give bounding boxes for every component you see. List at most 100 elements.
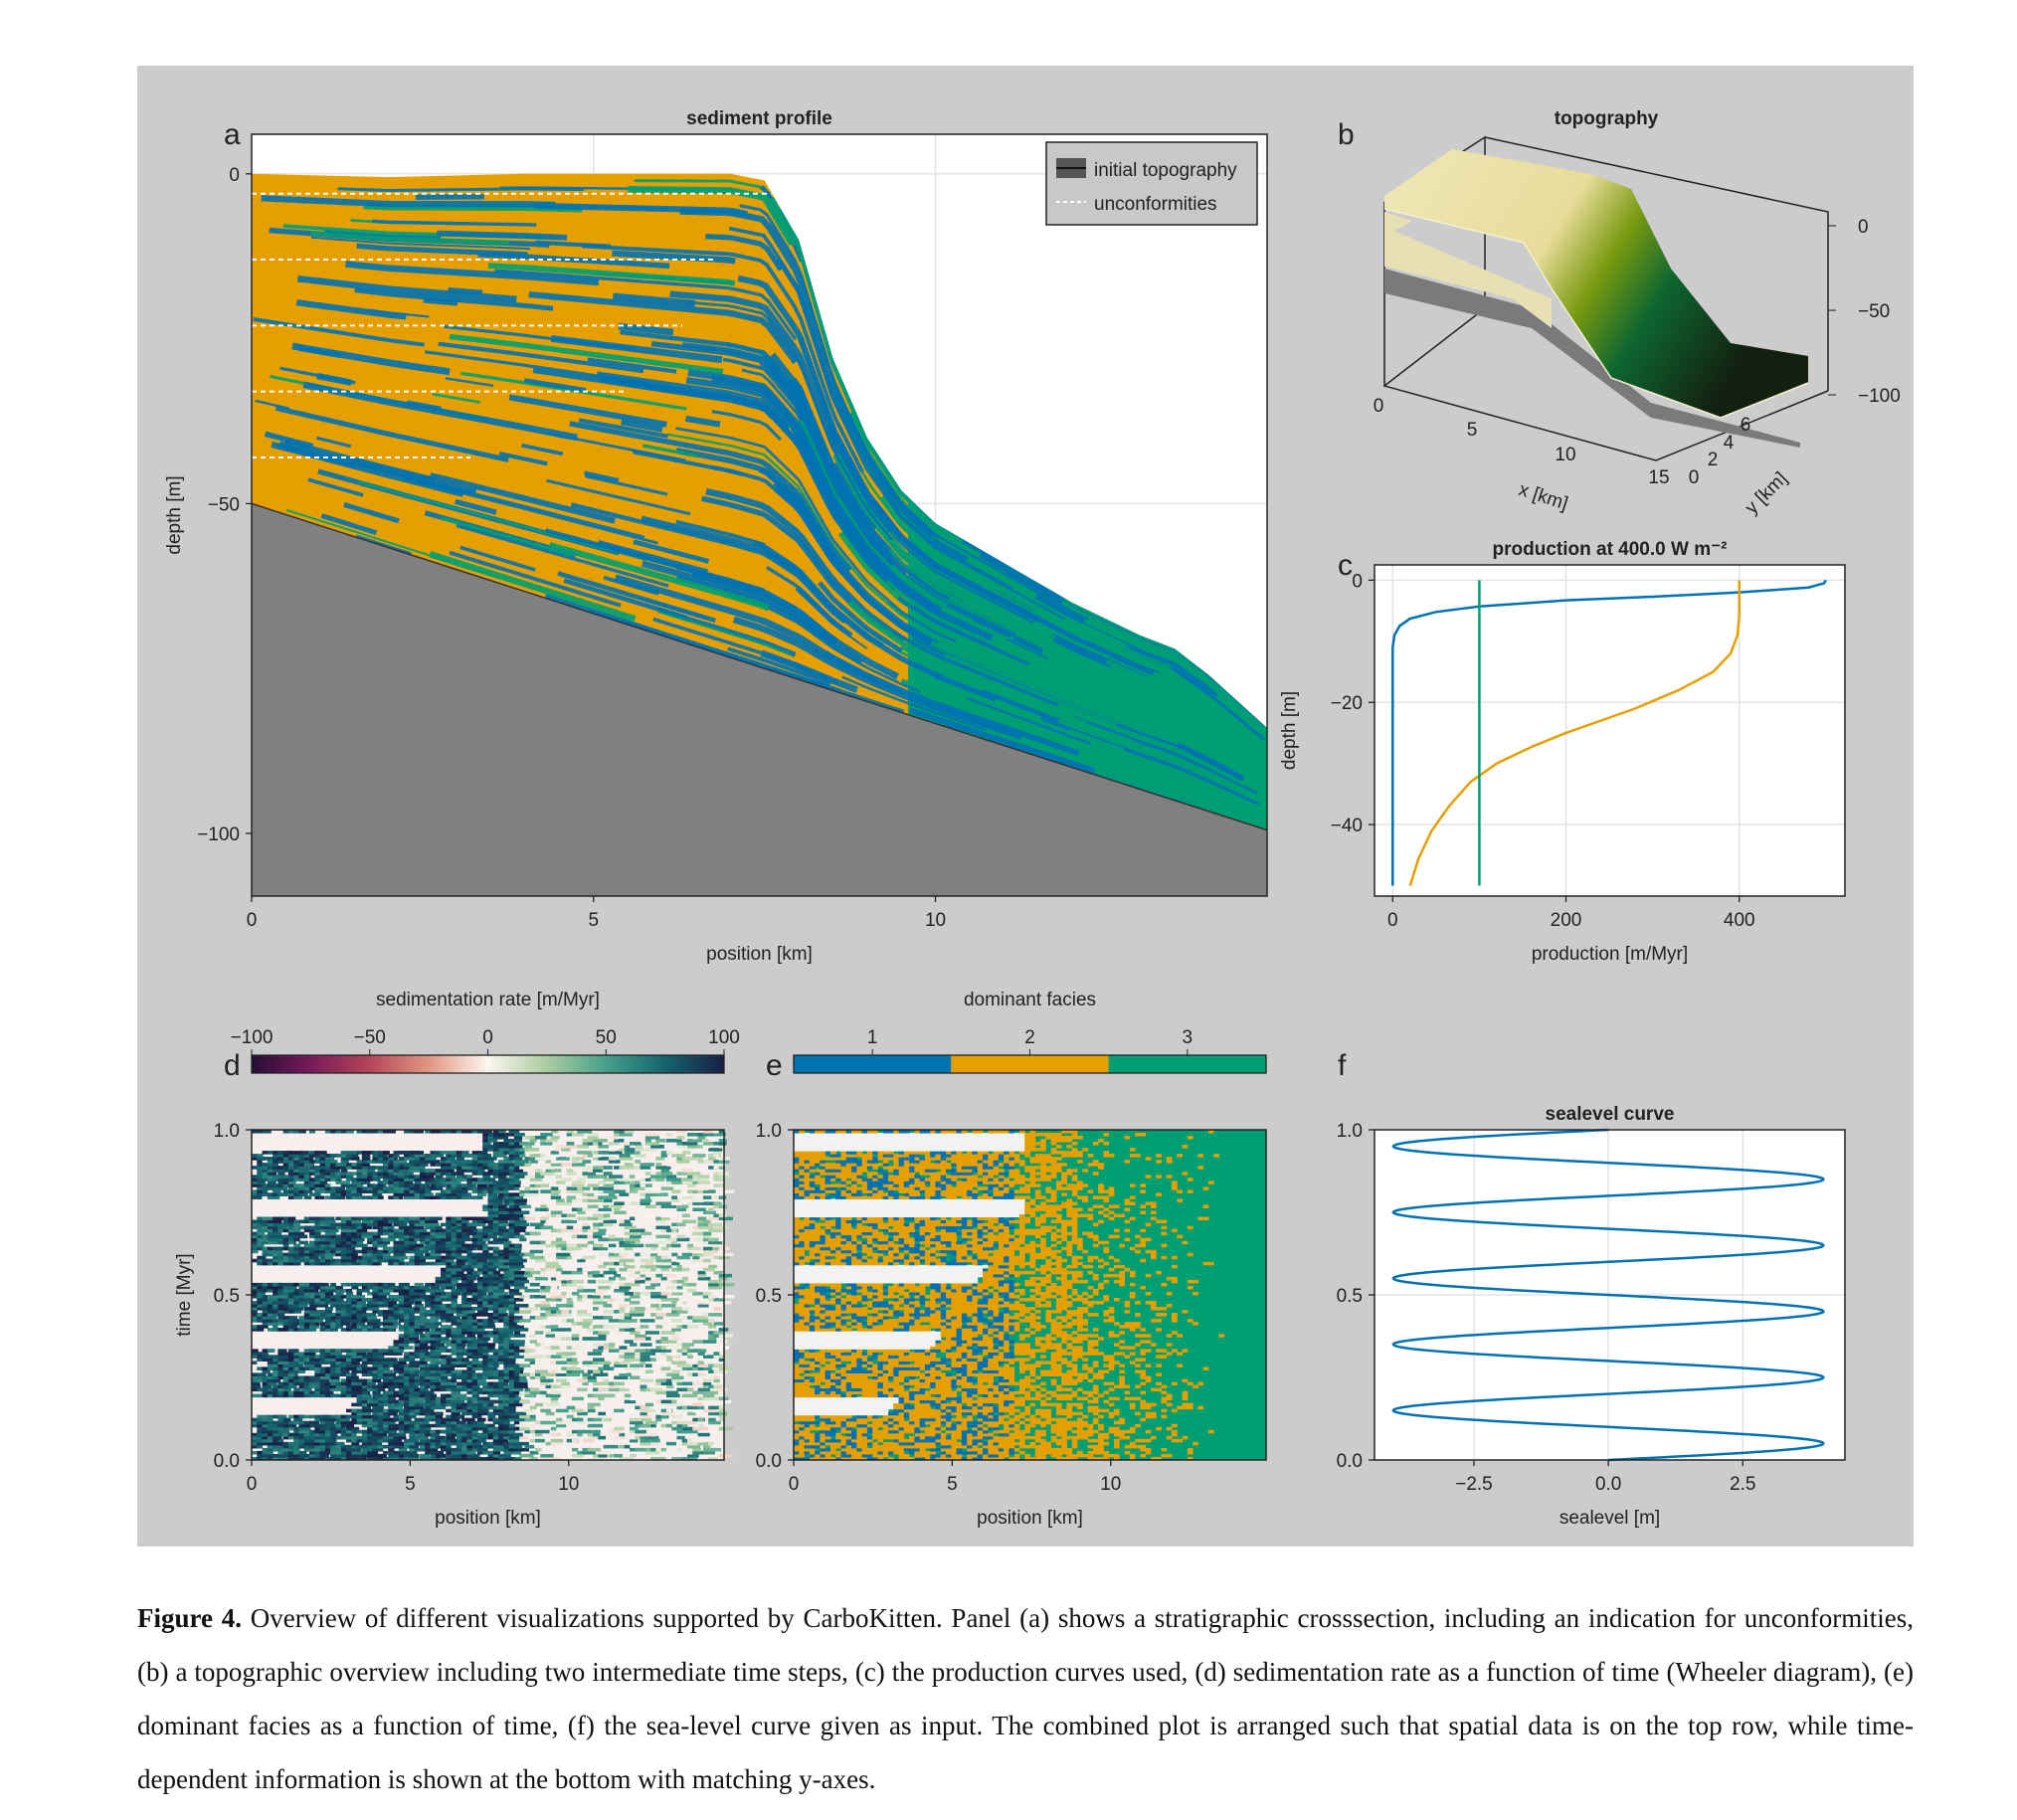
heatmap-cell (303, 1393, 312, 1398)
heatmap-cell (425, 1154, 433, 1158)
heatmap-cell (513, 1426, 524, 1431)
heatmap-cell (451, 1154, 458, 1158)
heatmap-cell (571, 1163, 586, 1167)
heatmap-cell (513, 1255, 523, 1260)
heatmap-cell (398, 1258, 405, 1263)
heatmap-cell (309, 1325, 319, 1329)
heatmap-cell (582, 1160, 592, 1164)
heatmap-cell (257, 1181, 265, 1184)
heatmap-cell (351, 1325, 360, 1329)
heatmap-cell (718, 1358, 725, 1362)
heatmap-cell (593, 1225, 601, 1230)
heatmap-cell (446, 1355, 453, 1359)
heatmap-cell (577, 1417, 583, 1422)
heatmap-cell (367, 1255, 381, 1260)
heatmap-cell (351, 1249, 358, 1254)
heatmap-cell (630, 1261, 641, 1266)
heatmap-cell (456, 1381, 469, 1386)
heatmap-cell (482, 1405, 493, 1410)
heatmap-cell (367, 1438, 375, 1443)
heatmap-cell (277, 1225, 288, 1230)
heatmap-cell (382, 1366, 389, 1370)
heatmap-cell (492, 1279, 499, 1284)
heatmap-cell (430, 1447, 439, 1452)
heatmap-cell (388, 1364, 399, 1367)
heatmap-cell (262, 1261, 270, 1266)
heatmap-cell (262, 1417, 272, 1422)
heatmap-cell (414, 1447, 422, 1452)
heatmap-cell (513, 1432, 523, 1437)
heatmap-cell (587, 1447, 601, 1452)
heatmap-cell (571, 1396, 584, 1401)
heatmap-cell (681, 1438, 692, 1443)
heatmap-cell (435, 1154, 445, 1158)
heatmap-cell (635, 1334, 646, 1338)
heatmap-cell (446, 1270, 454, 1275)
heatmap-cell (335, 1189, 343, 1193)
heatmap-cell (492, 1307, 500, 1311)
heatmap-cell (335, 1154, 345, 1158)
heatmap-cell (482, 1429, 493, 1434)
heatmap-cell (273, 1319, 278, 1323)
heatmap-cell (487, 1414, 496, 1419)
heatmap-cell (482, 1237, 490, 1242)
heatmap-cell (697, 1276, 711, 1281)
heatmap-cell (508, 1169, 517, 1173)
heatmap-cell (388, 1393, 396, 1398)
heatmap-cell (550, 1192, 559, 1196)
heatmap-cell (330, 1447, 341, 1452)
heatmap-cell (498, 1282, 505, 1287)
heatmap-cell (487, 1349, 497, 1353)
heatmap-cell (513, 1151, 527, 1155)
heatmap-cell (409, 1390, 419, 1395)
heatmap-cell (519, 1375, 527, 1380)
heatmap-cell (519, 1399, 531, 1404)
heatmap-cell (692, 1349, 702, 1353)
heatmap-cell (314, 1358, 322, 1362)
heatmap-cell (303, 1441, 317, 1446)
heatmap-cell (524, 1267, 535, 1272)
heatmap-cell (393, 1313, 403, 1317)
heatmap-cell (252, 1183, 259, 1187)
heatmap-cell (404, 1352, 411, 1356)
heatmap-cell (351, 1157, 360, 1161)
heatmap-cell (425, 1252, 434, 1257)
heatmap-cell (466, 1276, 477, 1281)
heatmap-cell (640, 1166, 652, 1170)
facies-stripe (578, 418, 668, 439)
heatmap-cell (319, 1181, 327, 1184)
heatmap-cell (640, 1231, 652, 1236)
heatmap-cell (446, 1396, 458, 1401)
heatmap-cell (282, 1375, 292, 1380)
heatmap-cell (540, 1166, 555, 1170)
heatmap-cell (361, 1175, 372, 1179)
heatmap-cell (487, 1343, 496, 1347)
heatmap-cell (456, 1183, 465, 1187)
heatmap-cell (372, 1225, 387, 1230)
heatmap-cell (524, 1417, 536, 1422)
heatmap-cell (282, 1166, 291, 1170)
heatmap-cell (335, 1192, 346, 1196)
heatmap-cell (441, 1157, 451, 1161)
heatmap-cell (361, 1288, 370, 1293)
heatmap-cell (277, 1429, 290, 1434)
heatmap-cell (351, 1310, 361, 1314)
heatmap-cell (614, 1453, 623, 1458)
heatmap-cell (404, 1219, 411, 1224)
heatmap-cell (702, 1201, 718, 1205)
heatmap-cell (324, 1231, 337, 1236)
heatmap-cell (435, 1450, 445, 1455)
heatmap-cell (393, 1316, 408, 1320)
heatmap-cell (303, 1282, 312, 1287)
heatmap-cell (282, 1387, 291, 1392)
heatmap-cell (314, 1282, 323, 1287)
heatmap-cell (324, 1322, 334, 1326)
heatmap-cell (545, 1273, 557, 1278)
panel-letter-b: b (1338, 118, 1355, 151)
heatmap-cell (404, 1178, 414, 1182)
heatmap-cell (476, 1381, 486, 1386)
heatmap-cell (640, 1252, 650, 1257)
heatmap-cell (388, 1441, 400, 1446)
heatmap-cell (476, 1169, 485, 1173)
heatmap-cell (446, 1282, 459, 1287)
